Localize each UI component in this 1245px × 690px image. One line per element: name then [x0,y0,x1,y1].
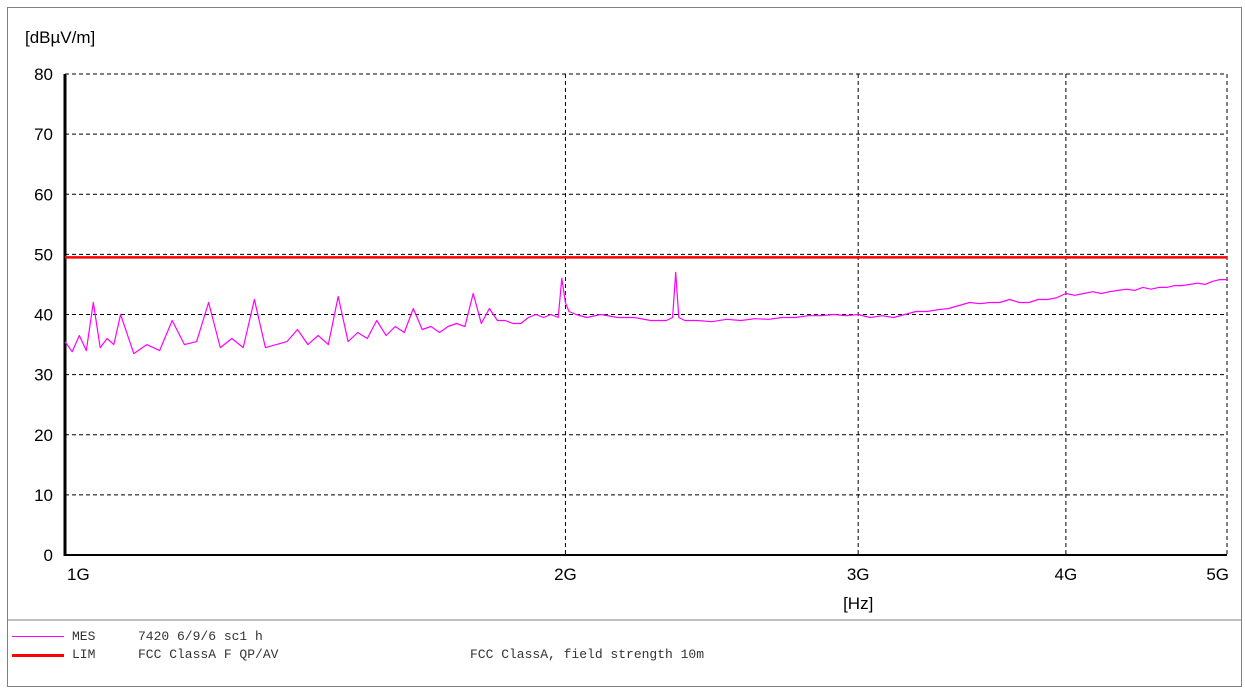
x-tick-label: 1G [67,565,90,584]
y-axis-label: [dBµV/m] [25,28,95,47]
legend-tag: MES [72,629,96,644]
legend-swatch-mes [12,636,64,637]
y-tick-label: 10 [34,486,53,505]
legend-item-lim: LIM FCC ClassA F QP/AV FCC ClassA, field… [8,646,1238,664]
y-tick-label: 60 [34,185,53,204]
legend-desc: 7420 6/9/6 sc1 h [138,629,263,644]
legend-item-mes: MES 7420 6/9/6 sc1 h [8,628,1238,646]
legend-tag: LIM [72,647,96,662]
y-tick-label: 30 [34,366,53,385]
y-tick-label: 40 [34,306,53,325]
legend-swatch-lim [12,654,64,657]
legend-desc: FCC ClassA F QP/AV [138,647,279,662]
y-tick-label: 70 [34,125,53,144]
chart-frame [7,7,1242,687]
y-tick-label: 0 [44,546,53,565]
x-tick-label: 2G [554,565,577,584]
y-tick-label: 50 [34,245,53,264]
x-tick-label: 5G [1206,565,1229,584]
series-line-mes [64,271,1227,355]
y-tick-label: 20 [34,426,53,445]
legend: MES 7420 6/9/6 sc1 h LIM FCC ClassA F QP… [8,628,1238,684]
y-tick-label: 80 [34,65,53,84]
x-axis-label: [Hz] [843,594,873,613]
x-tick-label: 3G [847,565,870,584]
legend-comment: FCC ClassA, field strength 10m [470,647,705,662]
x-tick-label: 4G [1055,565,1078,584]
